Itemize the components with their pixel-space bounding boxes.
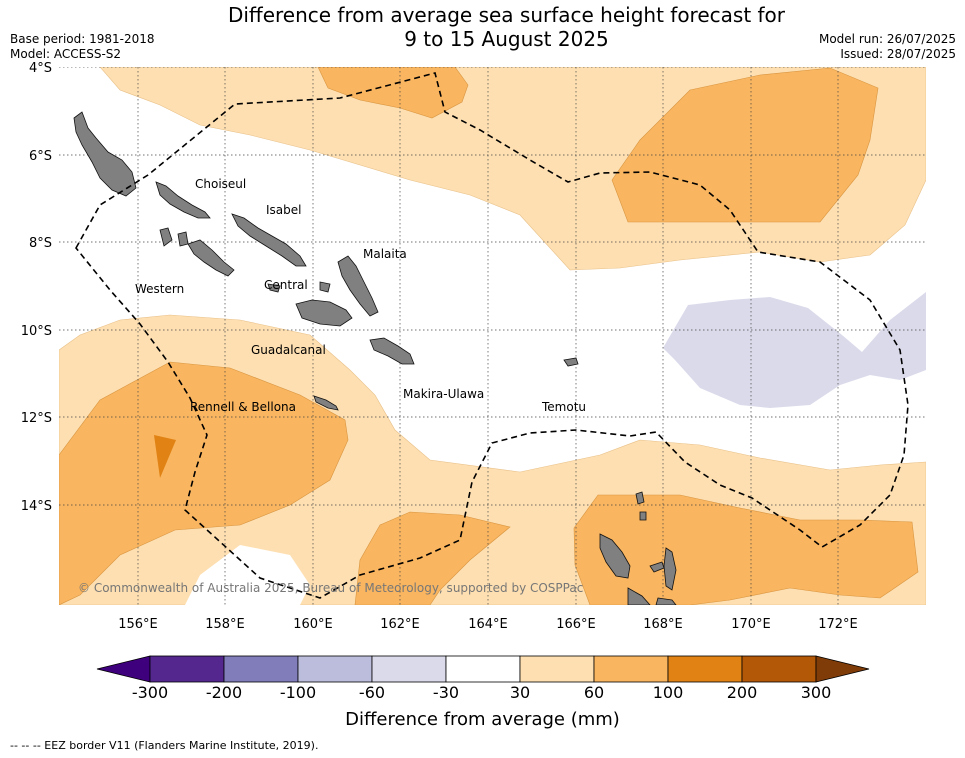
region-label-choiseul: Choiseul — [195, 177, 246, 191]
region-label-guadalcanal: Guadalcanal — [251, 343, 326, 357]
colorbar-extend-max — [815, 655, 870, 683]
island-vella-lavella — [159, 227, 173, 247]
lat-label-8s: 8°S — [29, 236, 52, 251]
island-choiseul — [155, 181, 211, 219]
lon-label-162e: 162°E — [380, 617, 420, 632]
island-santa-cruz — [563, 357, 579, 367]
anomaly-neutral-south-hole — [185, 545, 310, 605]
region-label-isabel: Isabel — [266, 203, 301, 217]
lon-label-156e: 156°E — [118, 617, 158, 632]
colorbar-bin-200-300 — [741, 655, 817, 683]
island-rennell — [313, 395, 339, 411]
island-maewo — [663, 547, 677, 591]
colorbar-tick: -200 — [205, 683, 243, 702]
island-vanua-lava — [599, 533, 631, 579]
anomaly-60-100-south-central — [354, 511, 511, 605]
eez-border — [75, 72, 909, 599]
islands — [73, 111, 677, 605]
island-banks — [635, 491, 645, 505]
colorbar-tick: -60 — [358, 683, 386, 702]
region-label-temotu: Temotu — [541, 400, 586, 414]
lon-label-170e: 170°E — [731, 617, 771, 632]
region-label-makira-ulawa: Makira-Ulawa — [403, 387, 484, 401]
island-guadalcanal — [295, 299, 353, 327]
colorbar-bin-60-100 — [593, 655, 669, 683]
title-line-2: 9 to 15 August 2025 — [404, 27, 609, 51]
colorbar-tick: 30 — [509, 683, 531, 702]
colorbar-tick: 200 — [726, 683, 758, 702]
island-pentecost — [655, 597, 677, 605]
island-russell — [267, 283, 281, 293]
island-ranongga — [177, 231, 189, 247]
island-isabel — [231, 213, 307, 267]
lon-label-158e: 158°E — [205, 617, 245, 632]
map-title: Difference from average sea surface heig… — [200, 3, 813, 51]
issued-text: Issued: 28/07/2025 — [840, 47, 956, 61]
eez-footnote: -- -- -- EEZ border V11 (Flanders Marine… — [10, 739, 319, 752]
island-ambae — [649, 561, 665, 573]
colorbar-tick: 100 — [652, 683, 684, 702]
run-info: Model run: 26/07/2025 Issued: 28/07/2025 — [819, 32, 956, 62]
island-espiritu-santo — [627, 587, 651, 605]
colorbar-tick: 300 — [800, 683, 832, 702]
region-label-rennell-bellona: Rennell & Bellona — [190, 400, 296, 414]
colorbar-bin-minus200-minus100 — [223, 655, 299, 683]
lat-label-12s: 12°S — [21, 411, 52, 426]
colorbar-bin-minus30-30 — [445, 655, 521, 683]
colorbar-extend-min — [96, 655, 151, 683]
base-period-text: Base period: 1981-2018 — [10, 32, 155, 46]
lon-label-168e: 168°E — [643, 617, 683, 632]
colorbar-tick: 60 — [583, 683, 605, 702]
colorbar-bin-30-60 — [519, 655, 595, 683]
island-malaita — [337, 255, 379, 317]
region-label-malaita: Malaita — [363, 247, 407, 261]
anomaly-60-100-south-east — [573, 494, 919, 605]
lon-label-164e: 164°E — [468, 617, 508, 632]
model-text: Model: ACCESS-S2 — [10, 47, 122, 61]
colorbar-bin-100-200 — [667, 655, 743, 683]
latitude-labels: 4°S 6°S 8°S 10°S 12°S 14°S — [21, 61, 52, 514]
colorbar-tick: -100 — [279, 683, 317, 702]
island-florida — [319, 281, 331, 293]
island-makira — [369, 337, 415, 365]
anomaly-minus-60-minus-30 — [663, 292, 926, 408]
copyright-notice: © Commonwealth of Australia 2025, Bureau… — [78, 581, 583, 595]
title-line-1: Difference from average sea surface heig… — [227, 3, 786, 27]
island-torres — [639, 511, 647, 521]
longitude-labels: 156°E 158°E 160°E 162°E 164°E 166°E 168°… — [118, 617, 858, 632]
model-info: Base period: 1981-2018 Model: ACCESS-S2 — [10, 32, 155, 62]
colorbar-tick: -300 — [131, 683, 169, 702]
lat-label-14s: 14°S — [21, 499, 52, 514]
colorbar-bin-minus100-minus60 — [297, 655, 373, 683]
colorbar-tick: -30 — [432, 683, 460, 702]
region-label-western: Western — [135, 282, 184, 296]
anomaly-100-200-spot — [154, 435, 176, 478]
lon-label-172e: 172°E — [818, 617, 858, 632]
colorbar-bin-minus300-minus200 — [149, 655, 225, 683]
colorbar-bin-minus60-minus30 — [371, 655, 447, 683]
lon-label-160e: 160°E — [293, 617, 333, 632]
island-bougainville — [73, 111, 137, 197]
island-new-georgia — [187, 239, 235, 277]
lat-label-6s: 6°S — [29, 149, 52, 164]
colorbar-label: Difference from average (mm) — [345, 709, 620, 730]
map-area: Choiseul Isabel Malaita Western Central … — [59, 67, 926, 605]
anomaly-60-100-north-west — [317, 67, 469, 119]
model-run-text: Model run: 26/07/2025 — [818, 32, 956, 46]
region-label-central: Central — [264, 278, 308, 292]
colorbar — [96, 655, 870, 683]
graticule — [59, 67, 926, 605]
lat-label-4s: 4°S — [29, 61, 52, 76]
lon-label-166e: 166°E — [556, 617, 596, 632]
anomaly-60-100-south-west — [59, 361, 349, 605]
lat-label-10s: 10°S — [21, 324, 52, 339]
